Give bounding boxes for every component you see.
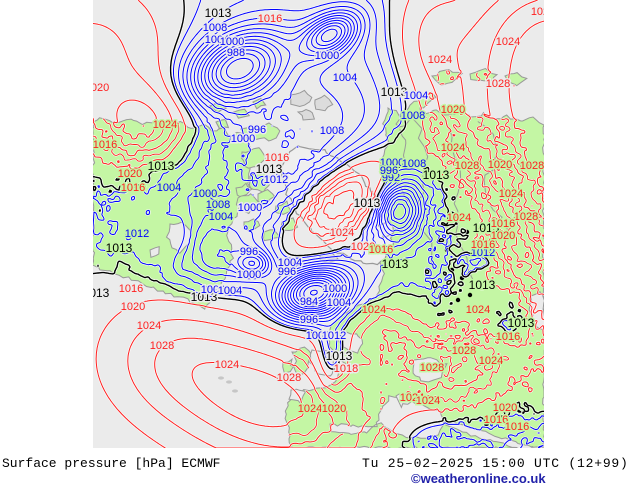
svg-text:1012: 1012 xyxy=(125,228,149,240)
svg-text:1016: 1016 xyxy=(491,218,515,230)
svg-text:1013: 1013 xyxy=(148,159,175,173)
svg-text:1024: 1024 xyxy=(153,119,177,131)
svg-text:1004: 1004 xyxy=(157,182,181,194)
svg-text:1000: 1000 xyxy=(306,330,330,342)
svg-text:1016: 1016 xyxy=(119,283,143,295)
svg-text:1013: 1013 xyxy=(382,257,409,271)
svg-text:1016: 1016 xyxy=(484,414,508,426)
svg-text:1020: 1020 xyxy=(85,82,109,94)
svg-text:1013: 1013 xyxy=(83,286,110,300)
svg-text:1004: 1004 xyxy=(209,211,233,223)
svg-text:1016: 1016 xyxy=(369,244,393,256)
svg-text:1020: 1020 xyxy=(322,403,346,415)
svg-text:1016: 1016 xyxy=(258,13,282,25)
svg-text:984: 984 xyxy=(300,296,318,308)
svg-text:1000: 1000 xyxy=(193,188,217,200)
svg-text:1024: 1024 xyxy=(479,355,503,367)
svg-text:1000: 1000 xyxy=(380,157,404,169)
svg-text:996: 996 xyxy=(248,124,266,136)
svg-text:1012: 1012 xyxy=(264,174,288,186)
svg-text:996: 996 xyxy=(240,246,258,258)
svg-text:1024: 1024 xyxy=(298,403,322,415)
svg-text:1016: 1016 xyxy=(496,331,520,343)
svg-text:1024: 1024 xyxy=(215,359,239,371)
svg-text:1020: 1020 xyxy=(441,104,465,116)
svg-text:1004: 1004 xyxy=(205,34,229,46)
svg-text:1008: 1008 xyxy=(201,284,225,296)
svg-text:988: 988 xyxy=(227,47,245,59)
svg-text:1028: 1028 xyxy=(150,340,174,352)
svg-text:1000: 1000 xyxy=(220,36,244,48)
svg-text:992: 992 xyxy=(382,172,400,184)
svg-text:1013: 1013 xyxy=(381,85,408,99)
svg-text:1013: 1013 xyxy=(106,241,133,255)
svg-text:996: 996 xyxy=(300,314,318,326)
svg-text:1018: 1018 xyxy=(334,363,358,375)
svg-text:1012: 1012 xyxy=(471,247,495,259)
svg-text:1028: 1028 xyxy=(455,160,479,172)
svg-text:1000: 1000 xyxy=(323,283,347,295)
svg-text:1020: 1020 xyxy=(488,159,512,171)
svg-text:1020: 1020 xyxy=(493,402,517,414)
svg-text:1024: 1024 xyxy=(441,142,465,154)
svg-text:1024: 1024 xyxy=(496,36,520,48)
svg-text:1004: 1004 xyxy=(404,90,428,102)
svg-text:102: 102 xyxy=(531,6,549,18)
svg-text:1024: 1024 xyxy=(447,212,471,224)
svg-text:1020: 1020 xyxy=(118,168,142,180)
svg-text:1024: 1024 xyxy=(416,395,440,407)
svg-text:1016: 1016 xyxy=(121,182,145,194)
svg-text:1020: 1020 xyxy=(351,241,375,253)
svg-text:1013: 1013 xyxy=(191,290,218,304)
svg-text:1024: 1024 xyxy=(362,304,386,316)
svg-text:1013: 1013 xyxy=(256,162,283,176)
svg-text:1024: 1024 xyxy=(466,304,490,316)
svg-text:1028: 1028 xyxy=(520,160,544,172)
svg-text:1016: 1016 xyxy=(265,152,289,164)
svg-text:1013: 1013 xyxy=(326,349,353,363)
svg-text:1020: 1020 xyxy=(121,301,145,313)
svg-text:996: 996 xyxy=(380,165,398,177)
svg-text:1028: 1028 xyxy=(277,372,301,384)
svg-text:1008: 1008 xyxy=(320,125,344,137)
svg-text:1016: 1016 xyxy=(471,239,495,251)
svg-text:1013: 1013 xyxy=(354,196,381,210)
svg-text:1013: 1013 xyxy=(508,316,535,330)
svg-text:1024: 1024 xyxy=(137,320,161,332)
svg-text:1000: 1000 xyxy=(238,202,262,214)
svg-text:1000: 1000 xyxy=(231,133,255,145)
svg-text:1024: 1024 xyxy=(400,392,424,404)
svg-text:1013: 1013 xyxy=(205,6,232,20)
svg-text:1004: 1004 xyxy=(333,72,357,84)
svg-text:1024: 1024 xyxy=(330,227,354,239)
svg-text:1028: 1028 xyxy=(486,78,510,90)
svg-text:1008: 1008 xyxy=(402,158,426,170)
svg-text:1000: 1000 xyxy=(315,50,339,62)
svg-text:996: 996 xyxy=(278,266,296,278)
svg-text:1028: 1028 xyxy=(420,362,444,374)
svg-text:1024: 1024 xyxy=(499,188,523,200)
svg-text:1012: 1012 xyxy=(322,330,346,342)
svg-text:1004: 1004 xyxy=(218,285,242,297)
svg-text:1008: 1008 xyxy=(401,110,425,122)
svg-text:1024: 1024 xyxy=(428,54,452,66)
svg-text:1016: 1016 xyxy=(93,139,117,151)
svg-text:1028: 1028 xyxy=(514,211,538,223)
svg-text:1004: 1004 xyxy=(327,297,351,309)
svg-text:1028: 1028 xyxy=(452,345,476,357)
svg-text:1020: 1020 xyxy=(491,230,515,242)
svg-text:1013: 1013 xyxy=(469,278,496,292)
svg-text:1013: 1013 xyxy=(473,221,500,235)
svg-text:1008: 1008 xyxy=(203,22,227,34)
svg-text:1000: 1000 xyxy=(237,269,261,281)
svg-text:1016: 1016 xyxy=(505,421,529,433)
svg-text:1004: 1004 xyxy=(278,257,302,269)
svg-text:1013: 1013 xyxy=(423,168,450,182)
svg-text:1008: 1008 xyxy=(206,199,230,211)
